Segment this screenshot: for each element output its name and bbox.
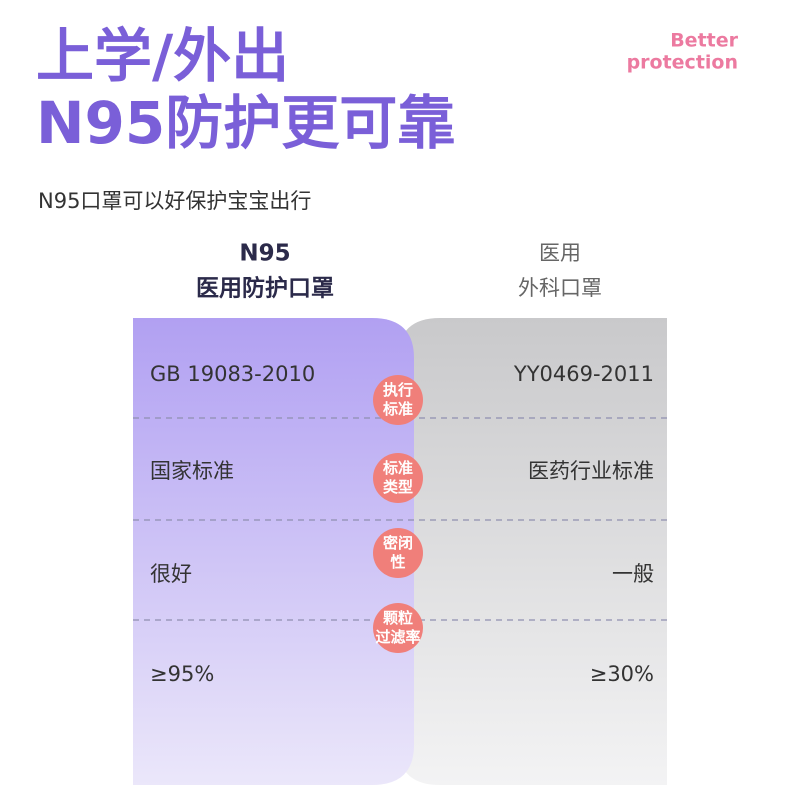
- right-panel: [398, 318, 667, 785]
- right-value: 医药行业标准: [528, 459, 654, 483]
- badge-label: 过滤率: [375, 628, 420, 646]
- left-panel: [133, 318, 414, 785]
- tagline: protection: [627, 52, 738, 74]
- badge: [373, 528, 423, 578]
- badge: [373, 453, 423, 503]
- right-value: 一般: [612, 562, 654, 586]
- subtitle: N95口罩可以好保护宝宝出行: [38, 189, 311, 213]
- badge: [373, 603, 423, 653]
- title-line: N95防护更可靠: [36, 89, 455, 157]
- badge-label: 执行: [383, 381, 413, 399]
- badge-label: 性: [390, 553, 405, 571]
- badge-label: 类型: [383, 478, 413, 496]
- column-header: 医用: [539, 241, 581, 265]
- title-line: 上学/外出: [36, 22, 289, 90]
- left-value: 国家标准: [150, 459, 234, 483]
- column-header: N95: [239, 241, 290, 267]
- badge-label: 颗粒: [383, 609, 413, 627]
- right-value: YY0469-2011: [513, 362, 654, 386]
- column-header: 医用防护口罩: [196, 275, 334, 302]
- left-value: 很好: [150, 562, 192, 586]
- right-value: ≥30%: [590, 662, 654, 686]
- badge-label: 标准: [382, 400, 413, 418]
- badge-label: 标准: [382, 459, 413, 477]
- badge-label: 密闭: [383, 534, 413, 552]
- badge: [373, 375, 423, 425]
- left-value: GB 19083-2010: [150, 362, 315, 386]
- column-header: 外科口罩: [518, 276, 602, 300]
- left-value: ≥95%: [150, 662, 214, 686]
- tagline: Better: [670, 30, 738, 52]
